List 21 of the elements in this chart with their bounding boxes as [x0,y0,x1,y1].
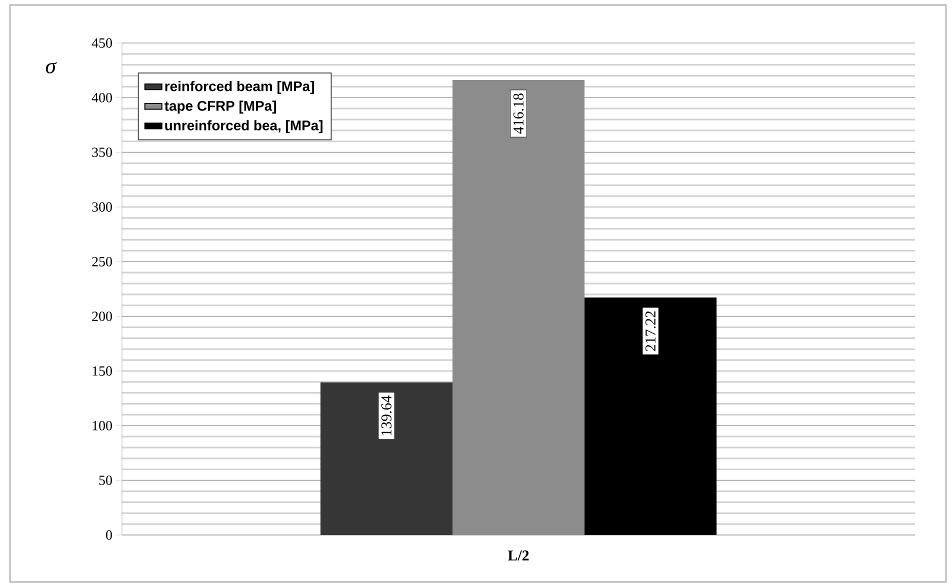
bar [452,80,585,535]
data-label: 217.22 [645,311,656,351]
y-tick-label: 350 [92,148,112,158]
data-label: 139.64 [381,396,392,436]
y-tick-label: 450 [92,38,112,48]
bar [320,382,452,535]
y-tick-label: 50 [99,476,112,486]
legend-label: reinforced beam [MPa] [165,80,314,94]
data-label: 416.18 [513,94,524,134]
legend-label: unreinforced bea, [MPa] [165,120,322,134]
bar [584,297,717,535]
legend-label: tape CFRP [MPa] [164,100,276,114]
y-axis-title: σ [46,62,57,74]
x-tick-label: L/2 [508,550,529,561]
y-tick-label: 0 [106,530,112,540]
y-tick-label: 400 [92,92,112,102]
y-tick-label: 200 [92,312,112,322]
y-tick-label: 100 [92,420,112,430]
y-tick-label: 300 [92,202,112,212]
y-tick-label: 150 [92,366,112,376]
y-tick-label: 250 [92,256,112,266]
